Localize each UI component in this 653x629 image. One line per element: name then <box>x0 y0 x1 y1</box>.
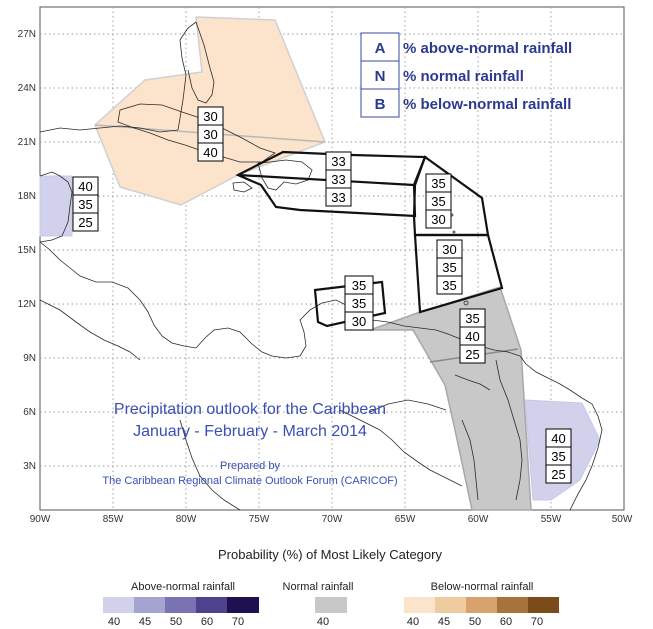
key-n: N <box>375 68 386 85</box>
category-key: A N B % above-normal rainfall % normal r… <box>360 32 572 118</box>
prob-box-bahamas-cuba: 30 30 40 <box>197 106 224 162</box>
key-n-text: % normal rainfall <box>403 68 524 85</box>
svg-text:33: 33 <box>331 190 345 205</box>
svg-text:30: 30 <box>442 242 456 257</box>
below-normal-values: 40 45 50 60 70 <box>407 616 543 628</box>
svg-text:24N: 24N <box>18 83 36 94</box>
svg-text:90W: 90W <box>30 514 51 525</box>
longitude-labels: 90W 85W 80W 75W 70W 65W 60W 55W 50W <box>30 514 633 525</box>
svg-text:35: 35 <box>431 176 445 191</box>
svg-text:40: 40 <box>407 616 419 628</box>
region-windward-islands-outline <box>413 233 504 314</box>
prob-box-windward-islands: 30 35 35 <box>436 239 463 295</box>
key-b: B <box>375 96 386 113</box>
svg-text:9N: 9N <box>23 353 36 364</box>
legend-title: Probability (%) of Most Likely Category <box>218 547 442 562</box>
svg-text:75W: 75W <box>249 514 270 525</box>
svg-text:30: 30 <box>431 212 445 227</box>
svg-text:33: 33 <box>331 172 345 187</box>
svg-text:45: 45 <box>139 616 151 628</box>
svg-text:70: 70 <box>232 616 244 628</box>
normal-label: Normal rainfall <box>283 581 354 593</box>
svg-text:33: 33 <box>331 154 345 169</box>
below-normal-label: Below-normal rainfall <box>431 581 534 593</box>
svg-text:15N: 15N <box>18 245 36 256</box>
svg-text:35: 35 <box>442 278 456 293</box>
svg-text:35: 35 <box>78 197 92 212</box>
svg-text:35: 35 <box>465 311 479 326</box>
normal-swatch <box>315 597 347 613</box>
above-normal-values: 40 45 50 60 70 <box>108 616 244 628</box>
svg-text:35: 35 <box>551 449 565 464</box>
svg-text:50W: 50W <box>612 514 633 525</box>
below-normal-swatches <box>404 597 559 613</box>
svg-text:40: 40 <box>465 329 479 344</box>
svg-text:60: 60 <box>500 616 512 628</box>
svg-text:85W: 85W <box>103 514 124 525</box>
key-a-text: % above-normal rainfall <box>403 40 572 57</box>
svg-text:35: 35 <box>352 296 366 311</box>
prob-box-french-guiana: 40 35 25 <box>545 428 572 484</box>
organization-name: The Caribbean Regional Climate Outlook F… <box>102 475 397 487</box>
key-a: A <box>375 40 386 57</box>
svg-text:30: 30 <box>352 314 366 329</box>
region-belize-shading <box>39 175 73 237</box>
svg-text:30: 30 <box>203 109 217 124</box>
key-b-text: % below-normal rainfall <box>403 96 571 113</box>
latitude-labels: 27N 24N 21N 18N 15N 12N 9N 6N 3N <box>18 29 36 472</box>
svg-text:40: 40 <box>203 145 217 160</box>
svg-text:80W: 80W <box>176 514 197 525</box>
svg-text:25: 25 <box>551 467 565 482</box>
map-title-line2: January - February - March 2014 <box>133 423 367 440</box>
prob-box-trinidad-guyana: 35 40 25 <box>459 308 486 364</box>
svg-text:30: 30 <box>203 127 217 142</box>
svg-text:25: 25 <box>78 215 92 230</box>
svg-text:40: 40 <box>108 616 120 628</box>
normal-value: 40 <box>317 616 329 628</box>
svg-text:35: 35 <box>431 194 445 209</box>
svg-text:21N: 21N <box>18 137 36 148</box>
svg-text:60W: 60W <box>468 514 489 525</box>
prob-box-hispaniola-pr: 33 33 33 <box>325 151 352 207</box>
svg-text:60: 60 <box>201 616 213 628</box>
svg-text:65W: 65W <box>395 514 416 525</box>
prob-box-abc-islands: 35 35 30 <box>344 275 374 331</box>
coastlines <box>39 21 603 511</box>
svg-text:50: 50 <box>170 616 182 628</box>
svg-text:70W: 70W <box>322 514 343 525</box>
svg-text:50: 50 <box>469 616 481 628</box>
svg-text:18N: 18N <box>18 191 36 202</box>
svg-text:40: 40 <box>78 179 92 194</box>
above-normal-label: Above-normal rainfall <box>131 581 235 593</box>
svg-text:40: 40 <box>551 431 565 446</box>
svg-text:35: 35 <box>442 260 456 275</box>
probability-boxes: 30 30 40 40 35 25 33 33 33 35 35 30 <box>72 106 572 484</box>
svg-text:45: 45 <box>438 616 450 628</box>
prepared-by: Prepared by <box>220 460 280 472</box>
svg-text:25: 25 <box>465 347 479 362</box>
svg-text:55W: 55W <box>541 514 562 525</box>
above-normal-swatches <box>103 597 259 613</box>
svg-text:35: 35 <box>352 278 366 293</box>
prob-box-leeward-islands: 35 35 30 <box>425 173 452 229</box>
svg-text:3N: 3N <box>23 461 36 472</box>
svg-text:70: 70 <box>531 616 543 628</box>
svg-text:12N: 12N <box>18 299 36 310</box>
prob-box-belize: 40 35 25 <box>72 176 99 232</box>
svg-text:27N: 27N <box>18 29 36 40</box>
map-title-line1: Precipitation outlook for the Caribbean <box>114 401 386 418</box>
svg-text:6N: 6N <box>23 407 36 418</box>
